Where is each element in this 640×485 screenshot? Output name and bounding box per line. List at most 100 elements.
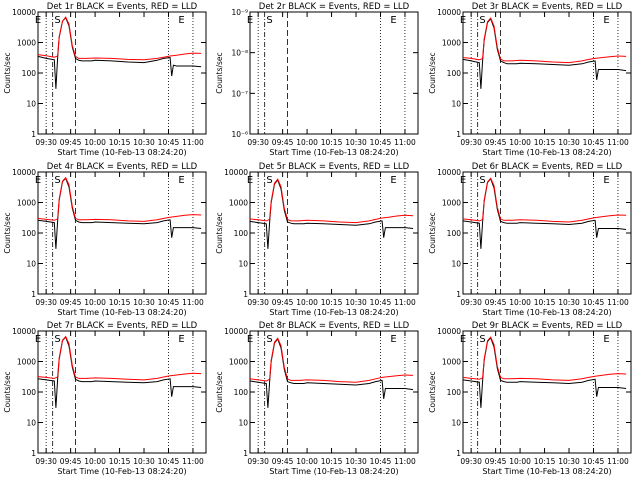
x-tick-label: 10:30	[558, 457, 580, 466]
x-tick-label: 10:30	[133, 457, 155, 466]
x-tick-label: 09:30	[35, 457, 57, 466]
marker-label: E	[390, 15, 396, 26]
y-axis-label: Counts/sec	[3, 212, 12, 253]
plot-frame	[249, 11, 419, 135]
x-tick-label: 10:15	[321, 457, 343, 466]
x-tick-label: 10:00	[296, 457, 318, 466]
y-tick-label: 10000	[224, 168, 248, 177]
marker-label: E	[178, 15, 184, 26]
x-tick-label: 10:45	[158, 457, 180, 466]
y-tick-label: 10⁻⁶	[231, 130, 248, 139]
x-tick-label: 09:45	[485, 138, 507, 147]
x-tick-label: 10:00	[296, 298, 318, 307]
x-tick-label: 10:00	[509, 457, 531, 466]
series-events-line	[37, 336, 202, 408]
x-tick-label: 10:15	[109, 457, 131, 466]
panel-title: Det 5r BLACK = Events, RED = LLD	[259, 162, 410, 172]
y-tick-label: 10	[26, 260, 36, 269]
x-axis-label: Start Time (10-Feb-13 08:24:20)	[269, 148, 398, 157]
x-tick-label: 11:00	[394, 298, 416, 307]
panel-title: Det 3r BLACK = Events, RED = LLD	[472, 2, 623, 12]
y-tick-label: 10000	[437, 327, 461, 336]
y-tick-label: 1000	[229, 199, 248, 208]
x-tick-label: 10:45	[158, 138, 180, 147]
x-tick-label: 09:45	[272, 298, 294, 307]
x-tick-label: 10:15	[321, 138, 343, 147]
x-tick-label: 10:45	[370, 298, 392, 307]
x-tick-label: 09:45	[60, 298, 82, 307]
y-axis-label: Counts/sec	[215, 212, 224, 253]
panel-det5: Det 5r BLACK = Events, RED = LLD Counts/s…	[215, 162, 419, 317]
x-tick-label: 11:00	[607, 138, 629, 147]
y-tick-label: 1	[243, 290, 248, 299]
x-tick-label: 09:30	[35, 138, 57, 147]
marker-label: E	[35, 15, 41, 26]
x-tick-label: 11:00	[607, 457, 629, 466]
y-axis-label: Counts/sec	[428, 371, 437, 412]
marker-label: S	[479, 15, 485, 26]
series-events-line	[37, 177, 202, 249]
y-axis-label: Counts/sec	[215, 371, 224, 412]
x-tick-label: 10:00	[84, 457, 106, 466]
y-tick-label: 100	[22, 69, 37, 78]
y-tick-label: 1000	[17, 358, 36, 367]
panel-det8: Det 8r BLACK = Events, RED = LLD Counts/s…	[215, 321, 419, 476]
marker-label: S	[54, 334, 60, 345]
y-tick-label: 1000	[442, 358, 461, 367]
plot-frame	[249, 330, 419, 454]
y-tick-label: 100	[22, 229, 37, 238]
x-axis-label: Start Time (10-Feb-13 08:24:20)	[57, 467, 186, 476]
series-events-line	[462, 177, 627, 249]
x-axis-label: Start Time (10-Feb-13 08:24:20)	[57, 148, 186, 157]
x-tick-label: 10:15	[534, 457, 556, 466]
x-axis-label: Start Time (10-Feb-13 08:24:20)	[269, 308, 398, 317]
series-lld-line	[462, 336, 627, 381]
marker-label: E	[603, 15, 609, 26]
x-tick-label: 10:30	[345, 298, 367, 307]
marker-label: E	[178, 175, 184, 186]
x-tick-label: 10:30	[345, 457, 367, 466]
x-tick-label: 10:15	[109, 138, 131, 147]
y-tick-label: 1000	[442, 39, 461, 48]
x-tick-label: 11:00	[394, 138, 416, 147]
x-tick-label: 10:00	[84, 138, 106, 147]
x-axis-label: Start Time (10-Feb-13 08:24:20)	[482, 148, 611, 157]
y-tick-label: 1000	[442, 199, 461, 208]
y-tick-label: 100	[447, 69, 462, 78]
marker-label: E	[247, 175, 253, 186]
x-tick-label: 10:45	[158, 298, 180, 307]
x-tick-label: 10:00	[296, 138, 318, 147]
y-tick-label: 1	[456, 290, 461, 299]
series-events-line	[462, 336, 627, 408]
x-tick-label: 09:30	[460, 138, 482, 147]
x-tick-label: 09:45	[60, 457, 82, 466]
x-tick-label: 10:15	[534, 298, 556, 307]
panel-title: Det 6r BLACK = Events, RED = LLD	[472, 162, 623, 172]
x-tick-label: 10:15	[109, 298, 131, 307]
panel-title: Det 1r BLACK = Events, RED = LLD	[47, 2, 198, 12]
y-tick-label: 10	[26, 100, 36, 109]
series-lld-line	[249, 337, 414, 383]
x-tick-label: 10:15	[534, 138, 556, 147]
y-axis-label: Counts/sec	[428, 52, 437, 93]
y-tick-label: 1	[31, 290, 36, 299]
plot-frame	[37, 330, 207, 454]
plot-frame	[462, 171, 632, 295]
series-lld-line	[249, 178, 414, 224]
series-events-line	[249, 337, 414, 408]
y-tick-label: 10	[238, 419, 248, 428]
series-events-line	[249, 178, 414, 249]
x-tick-label: 11:00	[182, 298, 204, 307]
x-tick-label: 09:30	[35, 298, 57, 307]
y-tick-label: 10⁻⁷	[231, 89, 248, 98]
marker-label: E	[247, 334, 253, 345]
y-tick-label: 10000	[437, 168, 461, 177]
x-tick-label: 10:00	[509, 138, 531, 147]
marker-label: S	[479, 334, 485, 345]
x-tick-label: 10:45	[370, 457, 392, 466]
x-tick-label: 11:00	[182, 138, 204, 147]
x-tick-label: 10:45	[583, 138, 605, 147]
x-tick-label: 09:45	[272, 457, 294, 466]
